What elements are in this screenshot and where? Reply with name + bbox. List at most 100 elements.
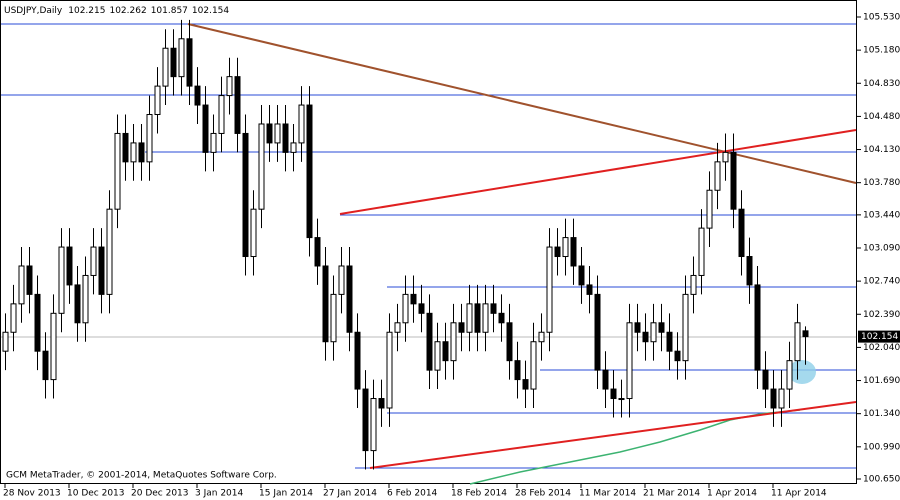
candle-body bbox=[274, 123, 281, 144]
x-tick-label: 3 Jan 2014 bbox=[195, 489, 243, 499]
candle-body bbox=[458, 322, 465, 333]
ohlc-high: 102.262 bbox=[109, 6, 146, 16]
candle-body bbox=[602, 369, 609, 390]
candle-body bbox=[362, 388, 369, 452]
candle-body bbox=[586, 284, 593, 295]
candle-body bbox=[346, 265, 353, 333]
candle-body bbox=[386, 331, 393, 409]
x-tick-label: 27 Jan 2014 bbox=[323, 489, 377, 499]
y-tick-label: 105.530 bbox=[863, 13, 900, 23]
candle-body bbox=[42, 350, 49, 381]
candle-body bbox=[746, 256, 753, 286]
candle-body bbox=[146, 114, 153, 163]
candle-body bbox=[306, 104, 313, 239]
candle-body bbox=[682, 293, 689, 362]
candle-body bbox=[330, 293, 337, 343]
candle-body bbox=[738, 208, 745, 258]
footer: GCM MetaTrader, © 2001-2014, MetaQuotes … bbox=[6, 471, 277, 481]
y-tick-label: 102.740 bbox=[863, 277, 900, 287]
candle-body bbox=[26, 265, 33, 295]
candle-body bbox=[578, 265, 585, 286]
candle-body bbox=[554, 246, 561, 258]
candle-body bbox=[58, 246, 65, 314]
x-tick-label: 28 Nov 2013 bbox=[3, 489, 61, 499]
y-tick-label: 100.990 bbox=[863, 442, 900, 452]
candle-body bbox=[706, 189, 713, 229]
candle-body bbox=[474, 303, 481, 333]
candle-body bbox=[18, 265, 25, 305]
candle-body bbox=[242, 132, 249, 258]
candle-body bbox=[778, 388, 785, 409]
x-tick-label: 11 Apr 2014 bbox=[771, 489, 827, 499]
y-tick-label: 101.690 bbox=[863, 376, 900, 386]
candle-body bbox=[210, 132, 217, 153]
candle-body bbox=[666, 331, 673, 352]
candle-body bbox=[314, 237, 321, 267]
ohlc-low: 101.857 bbox=[151, 6, 188, 16]
candle-body bbox=[290, 142, 297, 153]
candle-body bbox=[434, 341, 441, 371]
candle-body bbox=[498, 312, 505, 324]
candle-body bbox=[162, 47, 169, 87]
candle-body bbox=[546, 246, 553, 333]
candle-body bbox=[530, 341, 537, 390]
candle-body bbox=[762, 369, 769, 390]
candle-body bbox=[786, 360, 793, 390]
y-tick-label: 103.090 bbox=[863, 244, 900, 254]
x-tick-label: 28 Feb 2014 bbox=[515, 489, 571, 499]
candle-body bbox=[490, 303, 497, 314]
price-tag bbox=[858, 330, 900, 343]
candle-body bbox=[354, 331, 361, 390]
y-tick-label: 100.650 bbox=[863, 475, 900, 485]
candle-body bbox=[450, 322, 457, 362]
candle-body bbox=[370, 398, 377, 452]
candle-body bbox=[714, 161, 721, 191]
candle-body bbox=[186, 38, 193, 87]
candle-body bbox=[442, 341, 449, 362]
candle-body bbox=[114, 132, 121, 210]
plot-layer bbox=[1, 19, 857, 485]
y-tick-label: 104.130 bbox=[863, 145, 900, 155]
candle-body bbox=[674, 350, 681, 362]
candle-body bbox=[594, 293, 601, 371]
candle-body bbox=[418, 303, 425, 314]
candle-body bbox=[690, 274, 697, 295]
candle-body bbox=[234, 76, 241, 134]
chart-title: USDJPY,Daily 102.215 102.262 101.857 102.154 bbox=[4, 6, 229, 16]
candle-body bbox=[322, 265, 329, 343]
candle-body bbox=[10, 303, 17, 333]
x-tick-label: 18 Feb 2014 bbox=[451, 489, 507, 499]
plot-frame bbox=[0, 0, 857, 484]
candle-body bbox=[34, 293, 41, 352]
candle-body bbox=[298, 104, 305, 144]
candle-body bbox=[178, 38, 185, 78]
candle-body bbox=[634, 322, 641, 333]
candle-body bbox=[90, 246, 97, 276]
candle-body bbox=[218, 95, 225, 134]
candle-body bbox=[698, 227, 705, 276]
candle-body bbox=[538, 331, 545, 343]
candle-body bbox=[2, 331, 9, 352]
highlight bbox=[788, 360, 816, 384]
trend-line bbox=[187, 23, 857, 184]
candle-body bbox=[258, 123, 265, 210]
candle-body bbox=[514, 360, 521, 381]
y-tick-label: 104.830 bbox=[863, 79, 900, 89]
candle-body bbox=[82, 274, 89, 324]
candle-body bbox=[426, 312, 433, 371]
y-tick-label: 102.390 bbox=[863, 310, 900, 320]
candle-body bbox=[130, 142, 137, 163]
candle-body bbox=[202, 104, 209, 153]
candle-body bbox=[650, 322, 657, 343]
candle-body bbox=[754, 284, 761, 371]
price-tag-label: 102.154 bbox=[861, 332, 898, 342]
x-tick-label: 21 Mar 2014 bbox=[643, 489, 700, 499]
candle-body bbox=[570, 237, 577, 267]
y-tick-label: 103.440 bbox=[863, 210, 900, 220]
candle-body bbox=[410, 293, 417, 305]
candle-body bbox=[802, 330, 809, 338]
y-tick-label: 105.180 bbox=[863, 46, 900, 56]
x-tick-label: 11 Mar 2014 bbox=[579, 489, 636, 499]
candle-body bbox=[394, 322, 401, 333]
y-tick-label: 103.780 bbox=[863, 178, 900, 188]
